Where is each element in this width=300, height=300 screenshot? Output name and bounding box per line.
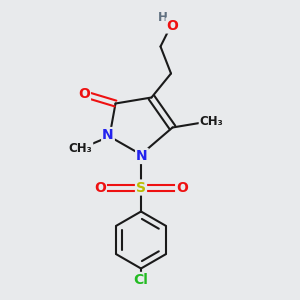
Text: Cl: Cl	[134, 273, 148, 287]
Text: CH₃: CH₃	[200, 115, 224, 128]
Text: O: O	[176, 181, 188, 194]
Text: H: H	[158, 11, 167, 24]
Text: CH₃: CH₃	[68, 142, 92, 155]
Text: S: S	[136, 181, 146, 194]
Text: O: O	[94, 181, 106, 194]
Text: O: O	[167, 19, 178, 32]
Text: O: O	[78, 87, 90, 101]
Text: N: N	[136, 149, 148, 163]
Text: N: N	[102, 128, 114, 142]
